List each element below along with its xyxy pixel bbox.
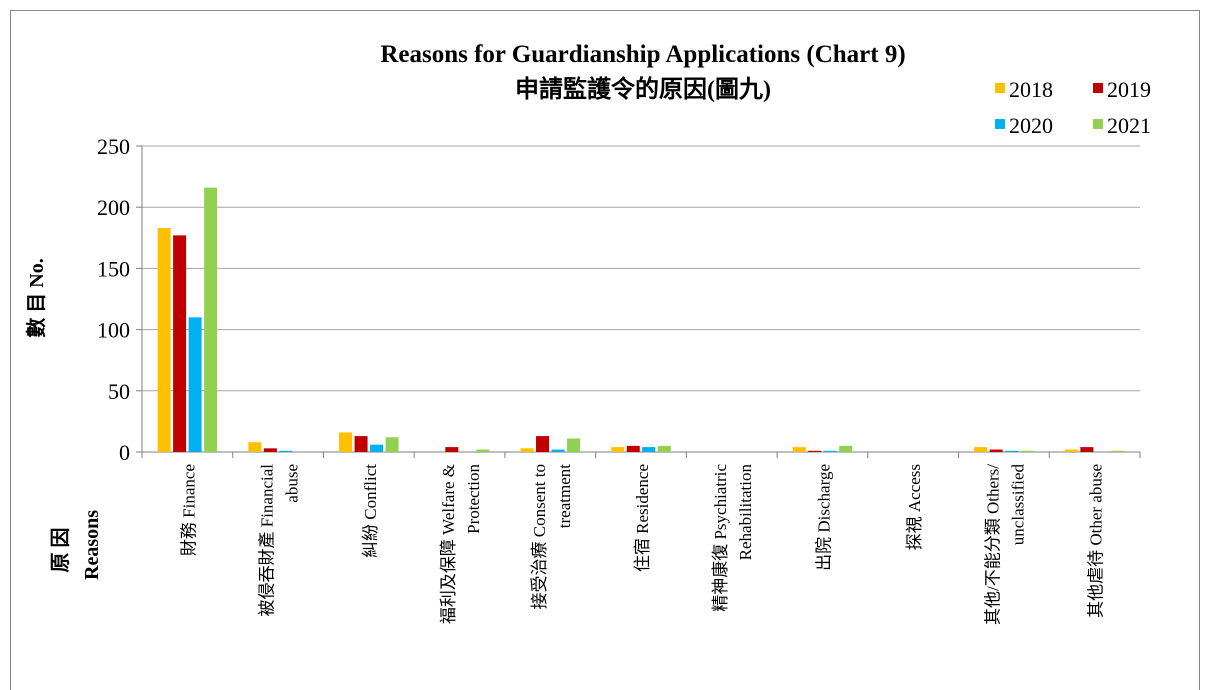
x-tick-label: unclassified (1008, 464, 1027, 546)
bar-2020 (370, 444, 384, 452)
bar-2019 (536, 436, 550, 452)
bar-2021 (204, 187, 218, 452)
x-tick-label: Protection (464, 464, 483, 534)
bar-2021 (1111, 450, 1125, 452)
x-tick-label: Rehabilitation (736, 464, 755, 561)
y-tick-label: 250 (97, 134, 130, 159)
bar-2021 (657, 445, 671, 452)
y-axis-label: 數 目 No. (25, 258, 48, 337)
bar-2019 (989, 449, 1003, 452)
x-tick-label: 財務 Finance (179, 464, 198, 556)
chart-title: Reasons for Guardianship Applications (C… (380, 41, 905, 68)
bar-2019 (808, 450, 822, 452)
bar-2019 (263, 448, 277, 452)
chart-frame (10, 10, 1200, 690)
y-tick-labels: 0 50 100 150 200 250 (97, 134, 130, 465)
bar-2020 (279, 450, 293, 452)
x-tick-label: 住宿 Residence (633, 464, 652, 572)
bar-2018 (248, 442, 262, 452)
legend-swatch-2021 (1093, 119, 1103, 129)
bar-2021 (1020, 450, 1034, 452)
x-tick-label: 其他虐待 Other abuse (1087, 464, 1106, 618)
x-tick-label: 出院 Discharge (814, 464, 833, 571)
x-tick-label: 探視 Access (905, 464, 924, 550)
bar-2018 (157, 228, 171, 452)
x-tick-label: treatment (555, 464, 574, 528)
bar-2020 (551, 449, 565, 452)
y-tick-label: 100 (97, 318, 130, 343)
x-tick-label: 被侵吞財產 Financial (258, 464, 277, 617)
bar-2019 (626, 445, 640, 452)
x-axis-label-english: Reasons (81, 510, 103, 580)
legend-label-2021: 2021 (1107, 113, 1151, 138)
legend: 2018 2019 2020 2021 (995, 77, 1151, 138)
legend-label-2018: 2018 (1009, 77, 1053, 102)
legend-label-2020: 2020 (1009, 113, 1053, 138)
bar-2020 (642, 447, 656, 452)
bar-2018 (520, 448, 534, 452)
legend-label-2019: 2019 (1107, 77, 1151, 102)
legend-swatch-2019 (1093, 83, 1103, 93)
bars (157, 187, 1125, 452)
x-tick-label: 接受治療 Consent to (530, 464, 549, 609)
bar-2021 (839, 445, 853, 452)
bar-2019 (173, 235, 187, 452)
y-tick-label: 0 (119, 440, 130, 465)
y-tick-label: 50 (108, 379, 130, 404)
y-tick-label: 200 (97, 195, 130, 220)
bar-2018 (1064, 449, 1078, 452)
bar-2021 (385, 437, 399, 452)
gridlines (136, 145, 1141, 458)
x-tick-label: 福利及保障 Welfare & (439, 464, 458, 624)
bar-2018 (611, 447, 625, 452)
bar-2019 (445, 447, 459, 452)
x-tick-labels: 財務 Finance 被侵吞財產 Financial abuse 糾紛 Conflic… (179, 464, 1105, 626)
bar-2020 (1005, 450, 1019, 452)
x-tick-label: 糾紛 Conflict (361, 464, 380, 558)
bar-2019 (1080, 447, 1094, 452)
y-tick-label: 150 (97, 256, 130, 281)
bar-2019 (354, 436, 368, 452)
bar-2021 (567, 438, 581, 452)
chart-subtitle: 申請監護令的原因(圖九) (515, 75, 771, 103)
x-axis-label-chinese: 原 因 (49, 528, 72, 573)
x-tick-label: abuse (283, 464, 302, 503)
x-tick-label: 其他/不能分類 Others/ (983, 464, 1002, 625)
bar-2018 (792, 447, 806, 452)
legend-swatch-2018 (995, 83, 1005, 93)
legend-swatch-2020 (995, 119, 1005, 129)
bar-2021 (476, 449, 490, 452)
bar-2020 (823, 450, 837, 452)
bar-2018 (974, 447, 988, 452)
bar-2020 (188, 317, 202, 452)
bar-2018 (339, 432, 353, 452)
x-tick-label: 精神康復 Psychiatric (711, 464, 730, 612)
